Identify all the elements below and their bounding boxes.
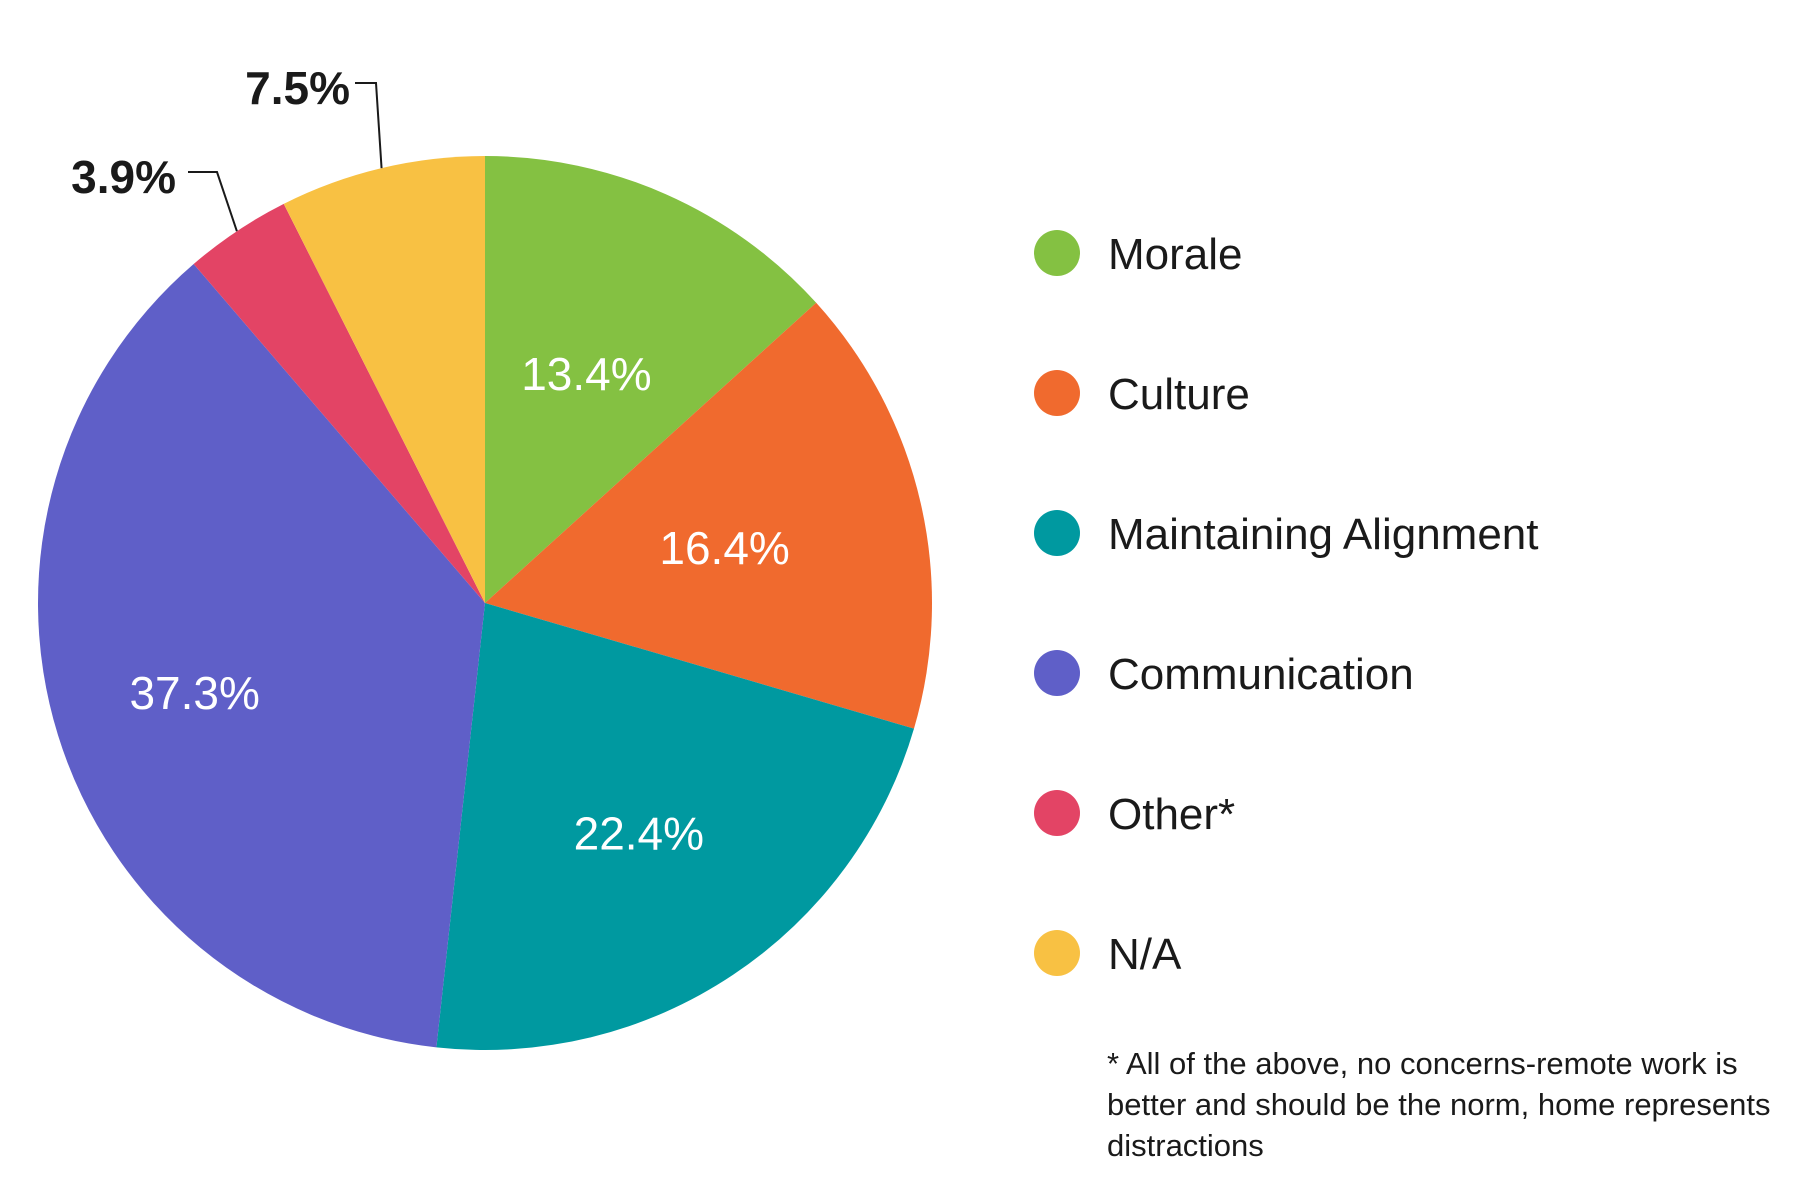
legend-label-culture: Culture [1108,370,1250,419]
legend-marker-communication [1034,650,1080,696]
slice-label-culture: 16.4% [659,522,789,574]
footnote: * All of the above, no concerns-remote w… [1107,1046,1771,1163]
pie-slice-n-a [283,156,485,603]
legend-label-other: Other* [1108,790,1235,839]
legend: Morale Culture Maintaining Alignment Commun… [1034,230,1538,979]
slice-label-maintaining-alignment: 22.4% [574,808,704,860]
leader-line-other [188,171,238,232]
legend-label-morale: Morale [1108,230,1243,279]
slice-label-n-a: 7.5% [245,62,350,114]
legend-label-communication: Communication [1108,650,1414,699]
pie-slice-culture [485,302,932,729]
legend-marker-morale [1034,230,1080,276]
slice-label-other: 3.9% [71,151,176,203]
legend-marker-culture [1034,370,1080,416]
pie-slice-other [193,203,486,603]
legend-label-maintaining-alignment: Maintaining Alignment [1108,510,1538,559]
legend-marker-other [1034,790,1080,836]
pie-slice-morale [485,156,817,603]
pie-slice-maintaining-alignment [436,603,914,1050]
slice-label-communication: 37.3% [129,667,259,719]
slice-label-morale: 13.4% [521,348,651,400]
legend-marker-maintaining-alignment [1034,510,1080,556]
legend-marker-n-a [1034,930,1080,976]
legend-label-n-a: N/A [1108,930,1182,979]
leader-line-n-a [355,82,383,169]
pie-slice-communication [38,263,485,1048]
